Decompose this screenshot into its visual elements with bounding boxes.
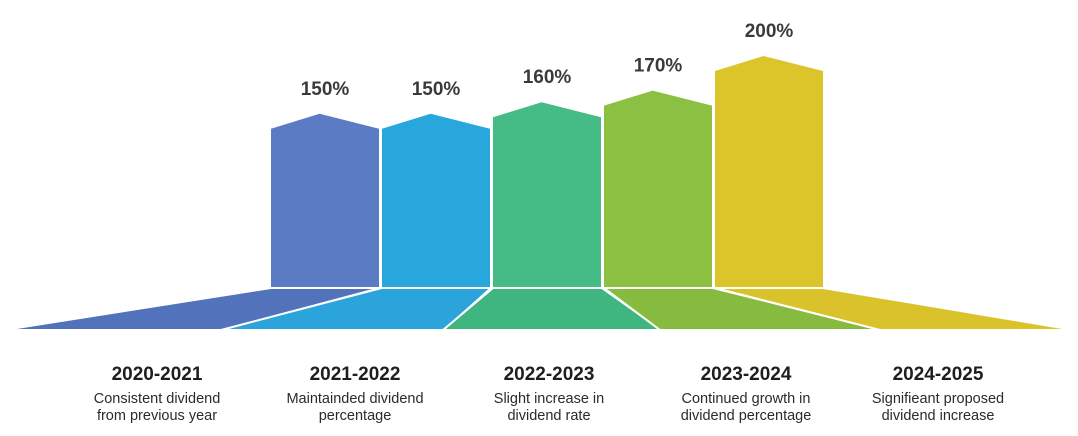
- description-line: Continued growth in: [681, 391, 811, 407]
- description-line: dividend percentage: [680, 408, 812, 424]
- bar-2020-2021: [271, 113, 379, 287]
- category-2020-2021: 2020-2021 Consistent dividend from previou…: [57, 364, 257, 425]
- bar-2022-2023: [493, 102, 601, 287]
- description-line: from previous year: [96, 408, 218, 424]
- description-line: Signifieant proposed: [871, 391, 1005, 407]
- category-description: Signifieant proposed dividend increase: [838, 391, 1038, 425]
- description-line: percentage: [318, 408, 392, 424]
- category-2024-2025: 2024-2025 Signifieant proposed dividend in…: [838, 364, 1038, 425]
- category-2022-2023: 2022-2023 Slight increase in dividend rate: [449, 364, 649, 425]
- category-2021-2022: 2021-2022 Maintainded dividend percentage: [255, 364, 455, 425]
- perspective-base: [3, 287, 1075, 331]
- description-line: dividend increase: [881, 408, 995, 424]
- value-label-2021-2022: 150%: [412, 79, 461, 100]
- description-line: Maintainded dividend: [286, 391, 424, 407]
- bar-2023-2024: [604, 90, 712, 288]
- category-title: 2023-2024: [700, 364, 792, 385]
- category-title: 2024-2025: [892, 364, 984, 385]
- description-line: dividend rate: [507, 408, 591, 424]
- category-2023-2024: 2023-2024 Continued growth in dividend per…: [646, 364, 846, 425]
- category-description: Slight increase in dividend rate: [449, 391, 649, 425]
- bars-group: [271, 56, 823, 288]
- value-label-2023-2024: 170%: [634, 56, 683, 77]
- value-label-2020-2021: 150%: [301, 79, 350, 100]
- category-title: 2021-2022: [309, 364, 401, 385]
- value-label-2024-2025: 200%: [745, 21, 794, 42]
- bar-2024-2025: [715, 56, 823, 287]
- value-labels-group: 150% 150% 160% 170% 200%: [301, 21, 794, 100]
- description-line: Consistent dividend: [93, 391, 221, 407]
- category-description: Continued growth in dividend percentage: [646, 391, 846, 425]
- bar-2021-2022: [382, 113, 490, 287]
- value-label-2022-2023: 160%: [523, 67, 572, 88]
- category-description: Maintainded dividend percentage: [255, 391, 455, 425]
- category-description: Consistent dividend from previous year: [57, 391, 257, 425]
- category-title: 2022-2023: [503, 364, 595, 385]
- base-segment-2024-2025: [714, 287, 1075, 331]
- description-line: Slight increase in: [493, 391, 605, 407]
- category-title: 2020-2021: [111, 364, 203, 385]
